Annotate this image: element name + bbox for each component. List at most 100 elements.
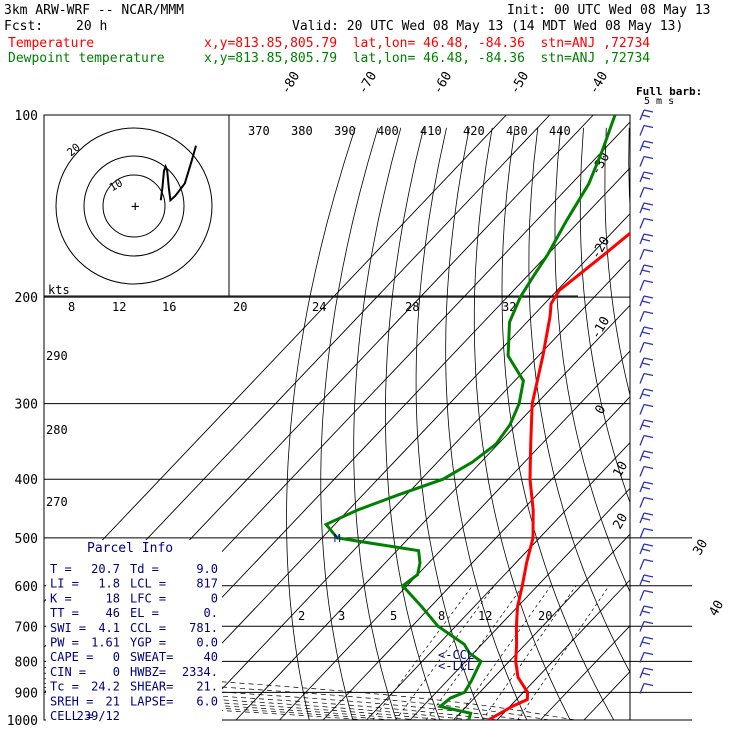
parcel-info-value: 0 [113, 665, 120, 679]
theta-e-label: 290 [46, 349, 68, 363]
dry-adiabat [353, 127, 402, 720]
wind-barb-flag [641, 176, 651, 180]
pressure-tick-label: 800 [15, 655, 38, 670]
isotherm-line [453, 533, 631, 721]
parcel-info-value: 0.0 [196, 636, 218, 650]
dry-adiabat [473, 127, 571, 720]
pressure-tick-label: 400 [15, 473, 38, 488]
parcel-info-value: 781. [189, 621, 218, 635]
parcel-info-value: 18 [106, 591, 120, 605]
pressure-tick-label: 900 [15, 686, 38, 701]
isotherm-label: -70 [355, 69, 380, 97]
wind-barb-flag [641, 641, 651, 645]
sounding-layer [323, 115, 630, 720]
hodograph-speed-label: 16 [162, 300, 176, 314]
barb-legend-units: 5 m s [644, 96, 674, 107]
parcel-info-value: 0 [113, 650, 120, 664]
hodograph-ring [83, 155, 185, 257]
theta-label: 380 [291, 124, 313, 138]
wind-barb-staff [639, 466, 645, 477]
theta-label: 400 [377, 124, 399, 138]
wind-barb-flag [641, 362, 651, 366]
wind-barb-flag [641, 300, 651, 304]
wind-barb-flag [643, 171, 654, 175]
init-time: Init: 00 UTC Wed 08 May 13 [507, 3, 711, 18]
parcel-info-value: 46 [106, 606, 120, 620]
wind-barb-staff [639, 280, 645, 291]
dewpoint-location: x,y=813.85,805.79 lat,lon= 46.48, -84.36… [204, 51, 651, 66]
parcel-info-key: CCL = [130, 621, 166, 635]
isotherm-line [43, 114, 507, 602]
isotherm-line [409, 488, 631, 721]
pressure-tick-label: 600 [15, 580, 38, 595]
wind-barb-flag [641, 269, 651, 273]
wind-barb-flag [641, 424, 651, 428]
wind-barb-staff [639, 559, 645, 570]
dry-adiabat [721, 128, 740, 733]
wind-barb-flag [641, 517, 651, 521]
wind-barb-flag [643, 636, 654, 640]
parcel-info-value: 0 [211, 591, 218, 605]
mixing-ratio-label: 12 [478, 609, 492, 623]
wind-barb-staff [639, 621, 645, 632]
parcel-info-value: 21. [196, 680, 218, 694]
theta-label: 430 [506, 124, 528, 138]
parcel-info-key: YGP = [130, 636, 166, 650]
parcel-info-value: 0. [204, 606, 218, 620]
wind-barb-flag [643, 558, 654, 563]
wind-barb-flag [643, 341, 654, 346]
parcel-info-key: LFC = [130, 591, 166, 605]
dry-adiabat [385, 127, 441, 720]
wind-barb-flag [643, 574, 654, 578]
ccl-marker: <-CCL [438, 648, 474, 662]
parcel-info-value: 20.7 [91, 562, 120, 576]
isotherm-label: -60 [430, 69, 455, 97]
wind-barb-flag [643, 233, 654, 237]
isotherm-line [540, 625, 631, 721]
wind-barb-flag [641, 672, 651, 676]
wind-barb-staff [639, 187, 645, 198]
wind-barb-staff [639, 156, 645, 167]
parcel-info-box [46, 540, 222, 722]
isotherm-line [366, 442, 631, 721]
wind-barb-flag [641, 331, 651, 335]
parcel-info-key: K = [50, 591, 72, 605]
wind-barb-flag [643, 310, 654, 315]
theta-label: 440 [549, 124, 571, 138]
parcel-info-title: Parcel Info [87, 541, 173, 556]
wind-barb-flag [643, 527, 654, 532]
parcel-info-key: TT = [50, 606, 79, 620]
mixing-ratio-label: 3 [338, 609, 345, 623]
wind-barb-flag [643, 264, 654, 268]
wind-barb-staff [639, 125, 645, 136]
wind-barb-flag [643, 651, 654, 656]
wind-barb-flag [643, 496, 654, 501]
wind-barb-staff [639, 342, 645, 353]
parcel-info-key: SWI = [50, 621, 86, 635]
hodograph-speed-label: 8 [68, 300, 75, 314]
wind-barb-flag [643, 388, 654, 392]
wind-barb-flag [641, 238, 651, 242]
isotherm-label: -40 [586, 69, 611, 97]
dry-adiabat [675, 128, 740, 733]
parcel-info-key: SWEAT= [130, 650, 173, 664]
wind-barb-flag [641, 114, 651, 118]
wind-barb-flag [643, 357, 654, 361]
theta-label: 370 [248, 124, 270, 138]
wind-barb-staff [639, 652, 645, 663]
dry-adiabat [445, 127, 528, 720]
pressure-tick-label: 200 [15, 291, 38, 306]
forecast-hour: 20 h [76, 19, 108, 34]
parcel-info-key: SHEAR= [130, 680, 173, 694]
hodograph-speed-label: 28 [405, 300, 419, 314]
isotherm-line [148, 213, 631, 721]
pressure-tick-label: 300 [15, 398, 38, 413]
wind-barb-staff [639, 218, 645, 229]
wind-barb-flag [643, 434, 654, 439]
wind-barb-flag [641, 548, 651, 552]
wind-barb-flag [643, 605, 654, 609]
dry-adiabat [528, 127, 630, 674]
wind-barb-flag [643, 295, 654, 299]
isotherm-label: 20 [610, 511, 631, 532]
